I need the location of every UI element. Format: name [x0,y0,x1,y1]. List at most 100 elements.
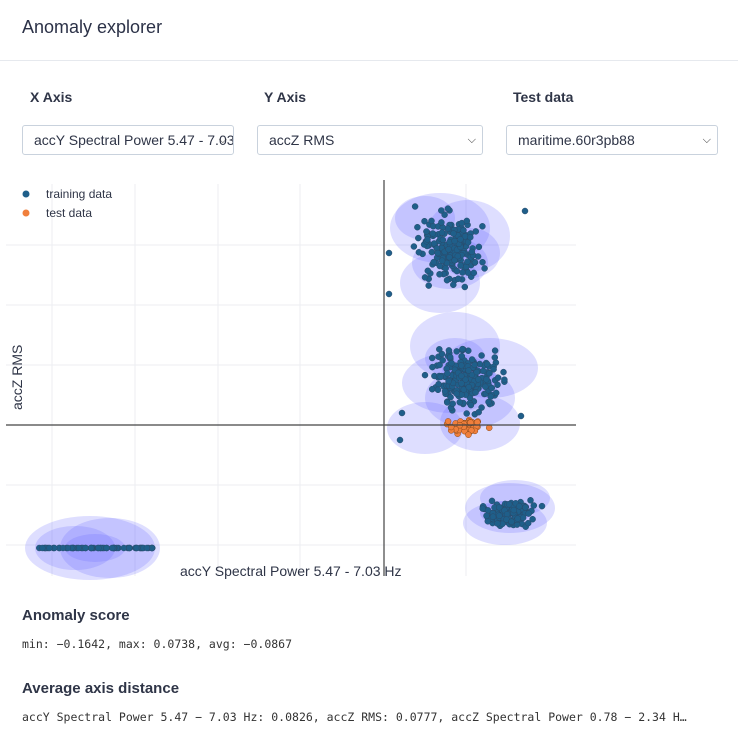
training-point [487,393,495,400]
chart-legend[interactable]: training data test data [22,187,113,220]
training-point [459,269,466,276]
training-point [429,230,437,237]
training-point [478,404,485,411]
axis-distance-text: accY Spectral Power 5.47 − 7.03 Hz: 0.08… [22,710,687,724]
training-point [442,265,449,272]
training-point [444,205,452,212]
training-point [494,520,501,527]
training-point [429,363,436,371]
training-point [438,229,446,236]
legend-marker-training [22,190,30,198]
training-point [428,248,436,256]
training-point [421,274,429,281]
training-point [453,267,461,275]
training-point [59,544,67,552]
training-point [428,217,435,225]
training-point [439,357,446,364]
training-point [475,408,482,416]
x-axis-label: X Axis [30,89,73,105]
training-point [396,436,404,444]
training-point [488,384,496,392]
training-point [467,234,474,241]
training-point [468,248,476,256]
training-point [475,243,483,251]
training-point [495,504,503,511]
training-point [453,348,460,355]
training-point [385,249,393,257]
test-data-select[interactable]: maritime.60r3pb88 ⌵ [506,125,718,155]
training-point [458,352,466,360]
training-point [538,502,546,510]
training-point [82,544,89,552]
training-point [525,510,532,517]
training-point [449,400,456,407]
training-point [437,373,444,381]
training-point [471,361,478,369]
training-point [479,258,486,266]
training-point [472,389,479,396]
training-point [445,246,452,253]
training-point [451,237,458,245]
training-point [470,269,478,277]
y-axis-select-value: accZ RMS [269,132,335,148]
training-point [481,265,488,272]
training-point [491,354,499,361]
training-point [529,515,536,523]
training-point [436,271,443,278]
training-point [479,367,487,375]
training-point [503,511,511,518]
training-point [438,257,446,264]
anomaly-score-title: Anomaly score [22,607,130,624]
y-axis-title: accZ RMS [9,345,25,410]
training-point [447,393,454,401]
training-point [474,253,482,260]
training-point [460,226,467,234]
x-axis-control: X Axis [30,89,72,105]
cluster-ellipse [387,402,463,454]
training-point [485,398,492,406]
training-point [441,388,449,395]
training-point [450,281,457,289]
training-point [421,371,429,379]
x-axis-select-value: accY Spectral Power 5.47 - 7.03 Hz [34,132,234,148]
anomaly-scatter-plot[interactable]: training data test data accY Spectral Po… [0,178,738,588]
training-point [143,544,151,552]
training-point [456,399,464,406]
y-axis-control: Y Axis [264,89,306,105]
x-axis-select[interactable]: accY Spectral Power 5.47 - 7.03 Hz ⌵ [22,125,234,155]
training-point [488,497,496,505]
training-point [448,359,455,367]
training-point [436,262,444,270]
training-point [434,386,442,394]
training-point [95,544,102,552]
training-point [453,390,460,397]
training-point [436,346,443,353]
training-point [438,219,445,226]
training-point [415,249,423,256]
training-point [458,372,465,380]
training-point [457,262,464,269]
training-point [465,367,472,374]
training-point [450,230,457,237]
chevron-down-icon: ⌵ [467,134,476,146]
training-points [36,203,546,552]
training-point [439,236,447,244]
training-point [468,356,476,363]
training-point [464,269,472,276]
training-point [430,258,437,266]
chevron-down-icon: ⌵ [218,134,227,146]
training-point [125,544,133,552]
training-point [424,236,431,243]
training-point [445,347,453,354]
training-point [446,353,454,361]
training-point [434,249,441,257]
training-point [465,383,473,391]
y-axis-select[interactable]: accZ RMS ⌵ [257,125,483,155]
training-point [443,399,451,406]
training-point [454,252,462,260]
training-point [425,282,432,289]
training-point [530,502,538,509]
training-point [521,207,529,215]
training-point [501,376,508,383]
training-point [455,275,462,283]
